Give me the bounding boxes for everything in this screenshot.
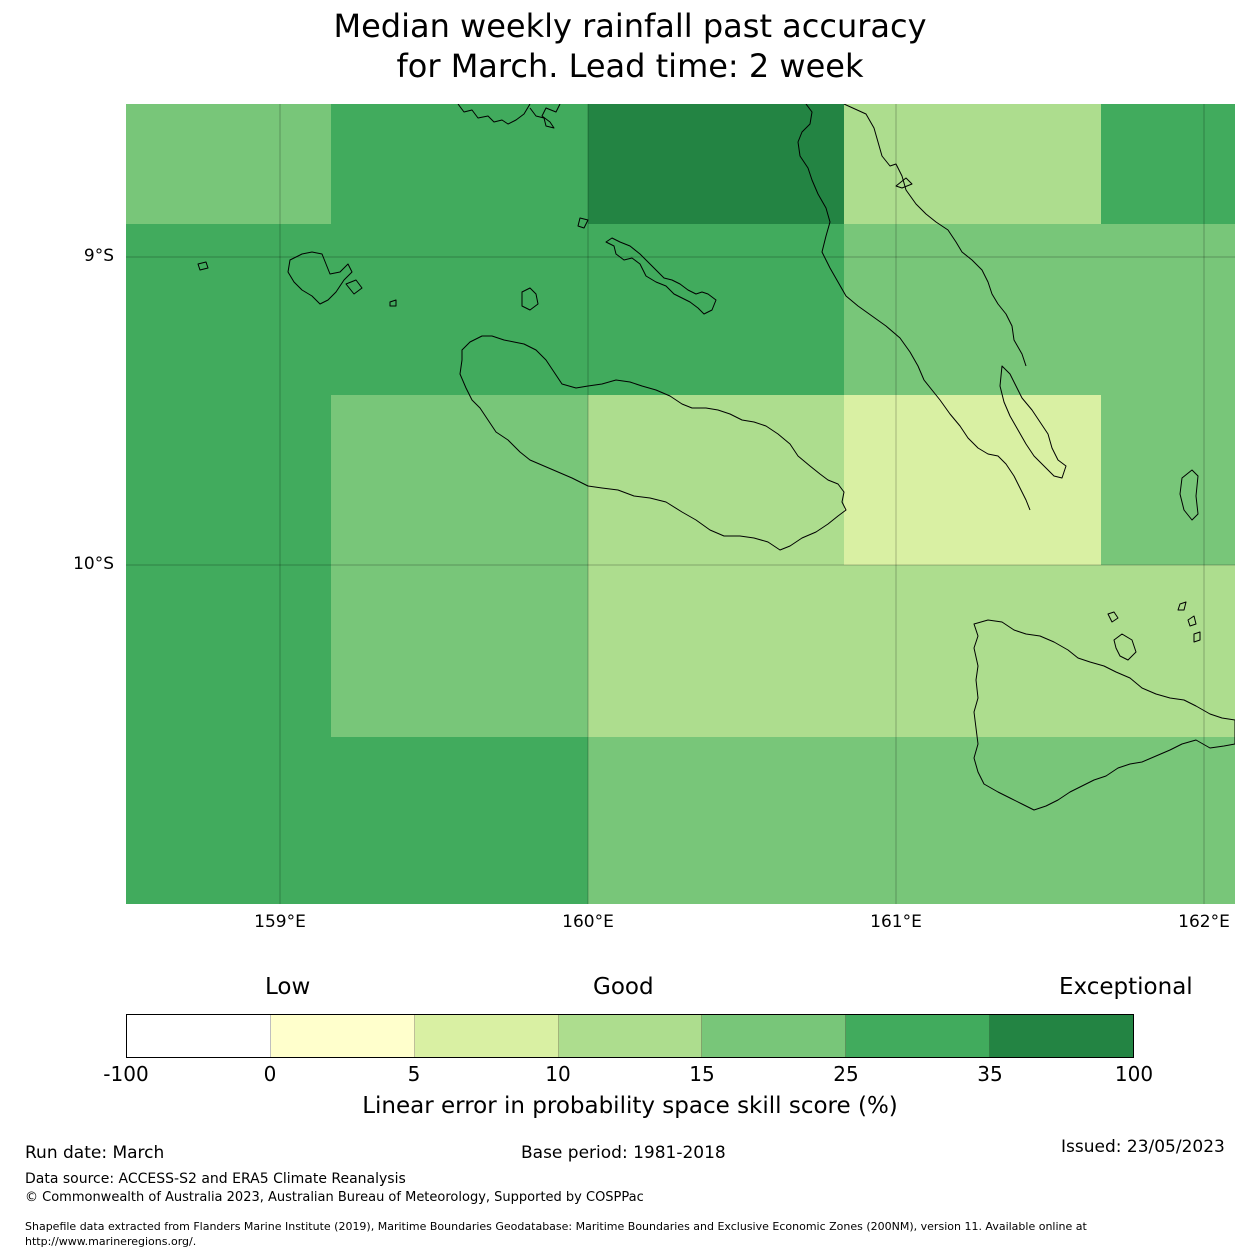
colorbar-segment bbox=[414, 1015, 559, 1057]
colorbar-segment bbox=[990, 1015, 1134, 1057]
map-title: Median weekly rainfall past accuracy for… bbox=[0, 6, 1260, 86]
shapefile-credit-line-2: http://www.marineregions.org/. bbox=[25, 1235, 197, 1248]
grid-cell bbox=[331, 395, 588, 737]
coastline bbox=[197, 104, 1235, 811]
y-tick-label: 10°S bbox=[73, 554, 114, 574]
run-date: Run date: March bbox=[25, 1143, 165, 1163]
grid-cell bbox=[126, 395, 331, 737]
grid-cell bbox=[126, 224, 844, 395]
colorbar-tick-label: 100 bbox=[1114, 1062, 1154, 1086]
grid-cell bbox=[588, 395, 844, 565]
grid-cell bbox=[844, 224, 1235, 395]
colorbar-tick-label: 5 bbox=[407, 1062, 421, 1086]
y-tick-label: 9°S bbox=[83, 246, 114, 266]
copyright: © Commonwealth of Australia 2023, Austra… bbox=[25, 1190, 644, 1205]
x-tick-label: 161°E bbox=[870, 912, 922, 932]
grid-cell bbox=[1101, 104, 1235, 224]
grid-cell bbox=[588, 565, 1235, 737]
legend-category-exceptional: Exceptional bbox=[1059, 974, 1193, 1000]
base-period: Base period: 1981-2018 bbox=[521, 1143, 726, 1163]
colorbar-tick-label: 10 bbox=[545, 1062, 571, 1086]
grid-cell bbox=[1101, 395, 1235, 565]
map-title-line-2: for March. Lead time: 2 week bbox=[396, 47, 864, 85]
colorbar-segment bbox=[702, 1015, 847, 1057]
colorbar-segment bbox=[846, 1015, 991, 1057]
x-tick-label: 159°E bbox=[254, 912, 306, 932]
skill-map bbox=[126, 104, 1235, 904]
legend-category-good: Good bbox=[593, 974, 654, 1000]
grid-cell bbox=[126, 104, 331, 224]
data-source: Data source: ACCESS-S2 and ERA5 Climate … bbox=[25, 1171, 406, 1187]
coastlines-and-graticule bbox=[126, 104, 1235, 904]
issued-date: Issued: 23/05/2023 bbox=[1061, 1137, 1225, 1157]
colorbar bbox=[126, 1014, 1134, 1058]
map-title-line-1: Median weekly rainfall past accuracy bbox=[333, 7, 927, 45]
colorbar-tick-label: -100 bbox=[103, 1062, 149, 1086]
grid-cell bbox=[844, 395, 1101, 565]
grid-cell bbox=[126, 737, 588, 904]
grid-cell bbox=[588, 104, 844, 224]
shapefile-credit-line-1: Shapefile data extracted from Flanders M… bbox=[25, 1220, 1087, 1233]
colorbar-tick-label: 15 bbox=[689, 1062, 715, 1086]
colorbar-tick-label: 0 bbox=[263, 1062, 277, 1086]
colorbar-label: Linear error in probability space skill … bbox=[362, 1093, 898, 1119]
colorbar-tick-label: 35 bbox=[977, 1062, 1003, 1086]
legend-category-low: Low bbox=[265, 974, 311, 1000]
colorbar-segment bbox=[127, 1015, 271, 1057]
colorbar-segment bbox=[558, 1015, 703, 1057]
colorbar-tick-label: 25 bbox=[833, 1062, 859, 1086]
graticule bbox=[126, 104, 1235, 904]
x-tick-label: 162°E bbox=[1178, 912, 1230, 932]
grid-cell bbox=[844, 104, 1101, 224]
x-tick-label: 160°E bbox=[562, 912, 614, 932]
colorbar-segment bbox=[270, 1015, 415, 1057]
